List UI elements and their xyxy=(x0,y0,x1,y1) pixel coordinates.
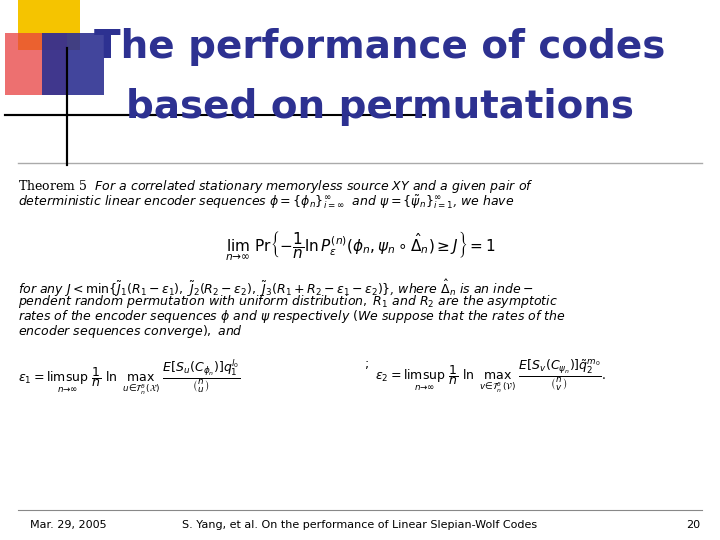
Text: $\epsilon_1 = \limsup_{n\to\infty}\ \dfrac{1}{n}\ \ln\ \max_{u \in \mathcal{T}_n: $\epsilon_1 = \limsup_{n\to\infty}\ \dfr… xyxy=(18,358,240,397)
Bar xyxy=(42,33,104,95)
Text: $\it{encoder\ sequences\ converge),\ and}$: $\it{encoder\ sequences\ converge),\ and… xyxy=(18,323,243,340)
Text: Mar. 29, 2005: Mar. 29, 2005 xyxy=(30,520,107,530)
Bar xyxy=(5,33,67,95)
Bar xyxy=(18,0,80,50)
Text: 20: 20 xyxy=(686,520,700,530)
Text: $\it{deterministic\ linear\ encoder\ sequences}$ $\phi = \{\phi_n\}_{i=\infty}^\: $\it{deterministic\ linear\ encoder\ seq… xyxy=(18,193,514,211)
Text: Theorem 5  $\it{For\ a\ correlated\ stationary\ memoryless\ source}$ $XY$ $\it{a: Theorem 5 $\it{For\ a\ correlated\ stati… xyxy=(18,178,534,195)
Text: $\epsilon_2 = \limsup_{n\to\infty}\ \dfrac{1}{n}\ \ln\ \max_{v \in \mathcal{T}_n: $\epsilon_2 = \limsup_{n\to\infty}\ \dfr… xyxy=(375,358,606,395)
Text: ;: ; xyxy=(365,358,369,371)
Text: $\it{pendent\ random\ permutation\ with\ uniform\ distribution,}$ $R_1$ $\it{and: $\it{pendent\ random\ permutation\ with\… xyxy=(18,293,558,310)
Text: $\lim_{n\to\infty}\ \mathrm{Pr}\left\{-\dfrac{1}{n}\ln P_\varepsilon^{(n)}(\phi_: $\lim_{n\to\infty}\ \mathrm{Pr}\left\{-\… xyxy=(225,230,495,263)
Text: $\it{rates\ of\ the\ encoder\ sequences}$ $\phi$ $\it{and}$ $\psi$ $\it{respecti: $\it{rates\ of\ the\ encoder\ sequences}… xyxy=(18,308,566,325)
Text: $\it{for\ any}$ $J < \min\{\tilde{J}_1(R_1-\epsilon_1),\ \tilde{J}_2(R_2-\epsilo: $\it{for\ any}$ $J < \min\{\tilde{J}_1(R… xyxy=(18,278,534,299)
Text: S. Yang, et al. On the performance of Linear Slepian-Wolf Codes: S. Yang, et al. On the performance of Li… xyxy=(182,520,538,530)
Text: based on permutations: based on permutations xyxy=(126,88,634,126)
Text: The performance of codes: The performance of codes xyxy=(94,28,666,66)
